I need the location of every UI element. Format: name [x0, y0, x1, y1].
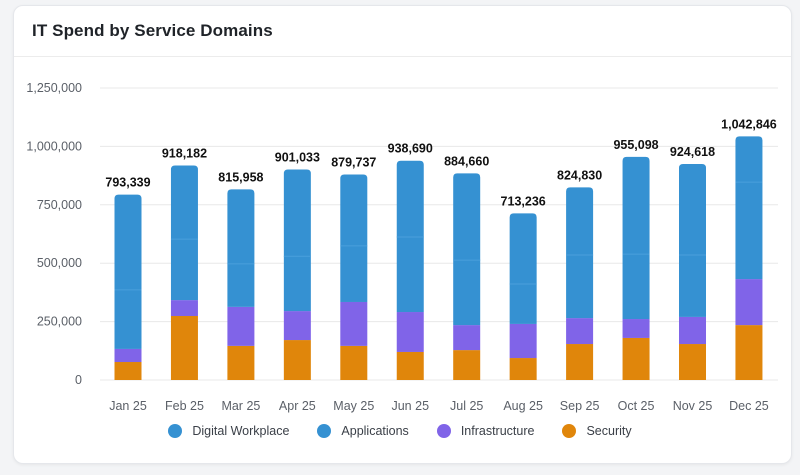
bar-segment-security[interactable] [114, 362, 142, 380]
legend-item-security[interactable]: Security [562, 424, 632, 438]
bar-segment-digital-workplace[interactable] [622, 156, 650, 255]
chart-title: IT Spend by Service Domains [32, 21, 273, 40]
legend: Digital Workplace Applications Infrastru… [0, 424, 800, 438]
bar-segment-infrastructure[interactable] [170, 300, 198, 316]
bar-segment-applications[interactable] [622, 254, 650, 320]
bar-segment-digital-workplace[interactable] [283, 169, 311, 257]
bar-segment-infrastructure[interactable] [340, 301, 368, 346]
x-tick-label: Mar 25 [221, 399, 260, 413]
bar-segment-digital-workplace[interactable] [114, 194, 142, 290]
bar-segment-applications[interactable] [340, 245, 368, 302]
bar-segment-applications[interactable] [679, 255, 706, 317]
total-value-label: 938,690 [388, 142, 433, 156]
infrastructure-swatch-icon [436, 424, 451, 438]
bar-segment-digital-workplace[interactable] [396, 160, 424, 238]
total-value-label: 713,236 [501, 194, 546, 208]
bar-segment-applications[interactable] [735, 182, 763, 280]
y-tick-label: 1,000,000 [26, 139, 82, 153]
bar-segment-security[interactable] [566, 344, 594, 380]
bar-segment-applications[interactable] [566, 255, 594, 319]
legend-item-applications[interactable]: Applications [317, 424, 409, 438]
bar-segment-applications[interactable] [396, 237, 424, 313]
bar-segment-infrastructure[interactable] [453, 325, 481, 351]
total-value-label: 918,182 [162, 147, 207, 161]
x-tick-label: Dec 25 [729, 399, 769, 413]
bars [114, 136, 763, 380]
legend-label: Infrastructure [460, 424, 535, 438]
x-tick-label: Apr 25 [279, 399, 316, 413]
y-tick-label: 500,000 [37, 256, 82, 270]
total-value-label: 901,033 [275, 151, 320, 165]
bar-segment-digital-workplace[interactable] [735, 136, 763, 183]
bar-segment-infrastructure[interactable] [227, 306, 255, 346]
legend-label: Applications [341, 424, 409, 438]
bar-segment-infrastructure[interactable] [114, 348, 142, 363]
x-tick-label: Jul 25 [450, 399, 483, 413]
total-value-label: 824,830 [557, 168, 602, 182]
total-labels: 793,339 918,182 815,958 901,033 879,737 938,6… [105, 117, 776, 208]
bar-segment-security[interactable] [396, 351, 424, 380]
bar-segment-applications[interactable] [114, 289, 142, 349]
bar-segment-security[interactable] [679, 344, 706, 380]
bar-segment-digital-workplace[interactable] [340, 174, 368, 246]
total-value-label: 879,737 [331, 155, 376, 169]
legend-item-infrastructure[interactable]: Infrastructure [436, 424, 535, 438]
x-tick-label: Jun 25 [391, 399, 429, 413]
bar-segment-security[interactable] [283, 340, 311, 380]
bar-segment-infrastructure[interactable] [679, 316, 706, 345]
bar-segment-infrastructure[interactable] [735, 279, 763, 326]
y-tick-label: 1,250,000 [26, 81, 82, 95]
bar-segment-digital-workplace[interactable] [566, 187, 594, 256]
bar-segment-infrastructure[interactable] [622, 319, 650, 338]
x-tick-label: Jan 25 [109, 399, 147, 413]
y-tick-label: 250,000 [37, 315, 82, 329]
y-tick-label: 750,000 [37, 198, 82, 212]
bar-segment-security[interactable] [227, 345, 255, 380]
bar-segment-applications[interactable] [509, 283, 537, 324]
x-tick-label: Feb 25 [165, 399, 204, 413]
total-value-label: 884,660 [444, 154, 489, 168]
bar-segment-security[interactable] [509, 358, 537, 380]
bar-segment-digital-workplace[interactable] [453, 173, 481, 261]
bar-segment-security[interactable] [453, 350, 481, 380]
bar-segment-applications[interactable] [170, 239, 198, 301]
bar-segment-digital-workplace[interactable] [679, 164, 706, 256]
bar-segment-infrastructure[interactable] [283, 311, 311, 341]
bar-segment-applications[interactable] [227, 263, 255, 307]
bar-segment-infrastructure[interactable] [396, 312, 424, 352]
security-swatch-icon [562, 424, 577, 438]
applications-swatch-icon [317, 424, 332, 438]
bar-segment-infrastructure[interactable] [509, 323, 537, 359]
legend-label: Digital Workplace [192, 424, 290, 438]
x-tick-label: May 25 [333, 399, 374, 413]
total-value-label: 1,042,846 [721, 117, 777, 131]
x-tick-label: Oct 25 [618, 399, 655, 413]
bar-segment-security[interactable] [622, 337, 650, 380]
x-tick-label: Aug 25 [503, 399, 543, 413]
legend-item-digital-workplace[interactable]: Digital Workplace [168, 424, 289, 438]
legend-label: Security [586, 424, 632, 438]
total-value-label: 815,958 [218, 170, 263, 184]
bar-segment-security[interactable] [170, 315, 198, 380]
y-tick-label: 0 [75, 373, 82, 387]
y-axis-ticks: 0 250,000 500,000 750,000 1,000,000 1,250,000 [26, 81, 82, 387]
total-value-label: 924,618 [670, 145, 715, 159]
x-axis-ticks: Jan 25 Feb 25 Mar 25 Apr 25 May 25 Jun 25 Jul … [109, 399, 769, 413]
bar-segment-infrastructure[interactable] [566, 318, 594, 345]
x-tick-label: Sep 25 [560, 399, 600, 413]
bar-segment-digital-workplace[interactable] [170, 165, 198, 240]
bar-segment-applications[interactable] [453, 260, 481, 326]
total-value-label: 955,098 [613, 138, 658, 152]
card-header: IT Spend by Service Domains [14, 6, 791, 57]
bar-segment-applications[interactable] [283, 256, 311, 312]
total-value-label: 793,339 [105, 176, 150, 190]
bar-segment-security[interactable] [340, 345, 368, 380]
bar-segment-security[interactable] [735, 325, 763, 380]
digital-workplace-swatch-icon [168, 424, 183, 438]
x-tick-label: Nov 25 [673, 399, 713, 413]
gridlines [100, 87, 778, 381]
bar-segment-digital-workplace[interactable] [227, 189, 255, 264]
bar-segment-digital-workplace[interactable] [509, 213, 537, 284]
